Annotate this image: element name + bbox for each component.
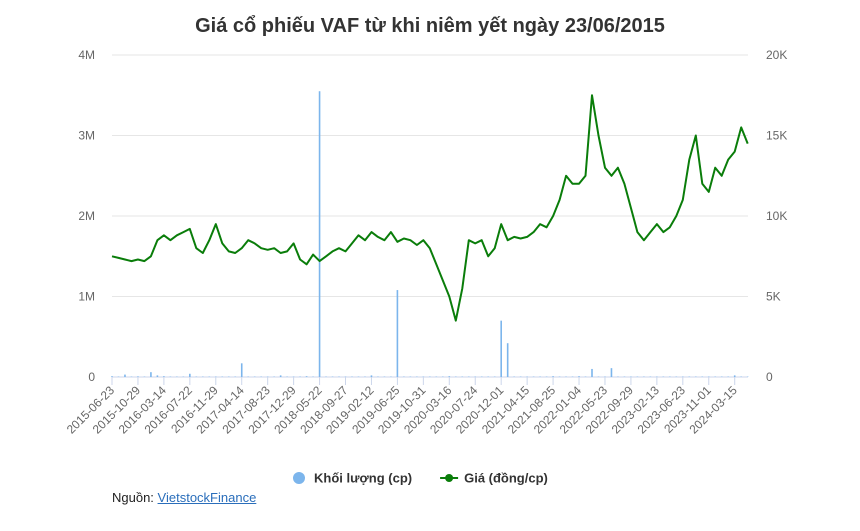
volume-bar (306, 376, 308, 377)
volume-bar (448, 376, 450, 377)
volume-bar (241, 363, 243, 377)
volume-bar (111, 376, 113, 377)
y-tick-label: 2M (78, 209, 95, 223)
y-tick-label: 1M (78, 290, 95, 304)
source-link[interactable]: VietstockFinance (158, 490, 257, 505)
volume-bar (371, 375, 373, 377)
chart-title: Giá cổ phiếu VAF từ khi niêm yết ngày 23… (195, 15, 665, 37)
volume-bar (280, 375, 282, 377)
volume-bar (124, 375, 126, 377)
volume-bar (157, 375, 159, 377)
legend-item: Giá (đồng/cp) (440, 471, 548, 486)
y2-tick-label: 5K (766, 290, 781, 304)
price-line (112, 95, 748, 320)
legend-symbol (445, 474, 453, 482)
y2-tick-label: 20K (766, 48, 787, 62)
volume-bar (552, 376, 554, 377)
y-tick-label: 0 (88, 370, 95, 384)
y2-tick-label: 10K (766, 209, 787, 223)
source: Nguồn: VietstockFinance (112, 490, 256, 505)
y2-tick-label: 15K (766, 129, 787, 143)
y-tick-label: 3M (78, 129, 95, 143)
volume-bar (611, 368, 613, 377)
y2-tick-label: 0 (766, 370, 773, 384)
volume-bar (591, 369, 593, 377)
legend-label: Giá (đồng/cp) (464, 471, 548, 486)
volume-bar (137, 376, 139, 377)
volume-bar (163, 376, 165, 377)
volume-bar (507, 343, 509, 377)
volume-bar (578, 376, 580, 377)
legend-symbol (293, 472, 305, 484)
legend-item: Khối lượng (cp) (293, 471, 412, 486)
volume-bar (397, 290, 399, 377)
legend-label: Khối lượng (cp) (314, 471, 412, 486)
volume-bar (319, 91, 321, 377)
volume-bar (150, 372, 152, 377)
volume-bar (734, 375, 736, 377)
volume-bar (500, 321, 502, 377)
volume-bar (189, 374, 191, 377)
source-prefix: Nguồn: (112, 490, 154, 505)
y-tick-label: 4M (78, 48, 95, 62)
